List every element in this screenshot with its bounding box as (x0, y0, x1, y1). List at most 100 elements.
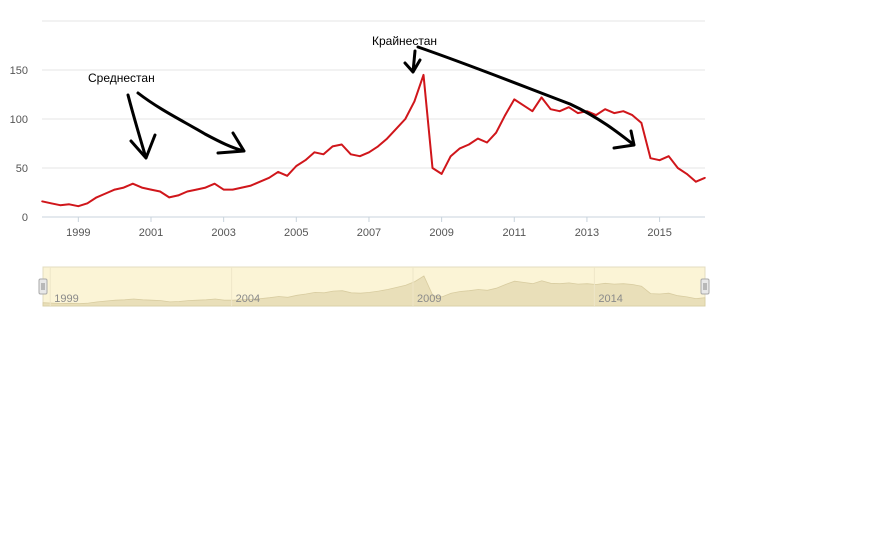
data-point (359, 155, 361, 157)
data-point (159, 190, 161, 193)
data-point (477, 137, 479, 140)
data-point (368, 151, 370, 154)
data-point (186, 190, 189, 193)
data-point (386, 137, 388, 140)
data-point (177, 194, 179, 197)
series-line (41, 73, 706, 208)
x-tick-label: 2003 (211, 227, 235, 239)
data-point (286, 175, 289, 177)
data-point (658, 159, 661, 161)
data-point (50, 202, 52, 205)
data-point (132, 182, 134, 185)
data-point (41, 200, 43, 203)
data-point (431, 167, 434, 169)
x-tick-label: 2007 (357, 227, 381, 239)
middle-label: Среднестан (88, 71, 155, 85)
data-point (340, 143, 343, 146)
data-point (449, 155, 452, 157)
data-point (595, 114, 597, 116)
y-tick-label: 50 (16, 163, 28, 175)
data-point (568, 106, 570, 108)
data-point (677, 167, 679, 169)
data-point (558, 110, 561, 112)
data-point (331, 145, 334, 148)
data-point (313, 151, 316, 154)
navigator-tick-label: 2009 (417, 293, 441, 305)
data-point (513, 98, 516, 101)
data-point (667, 155, 670, 157)
data-point (613, 112, 615, 114)
data-point (277, 171, 279, 173)
hand-drawn-arrow (416, 45, 636, 150)
data-point (495, 131, 497, 134)
data-point (231, 188, 234, 191)
data-point (622, 110, 625, 112)
data-point (468, 143, 470, 146)
navigator[interactable]: 1999 2004 2009 2014 (38, 266, 710, 307)
data-point (250, 184, 252, 187)
y-tick-label: 100 (10, 114, 28, 126)
data-point (395, 128, 398, 130)
x-tick-label: 2009 (429, 227, 453, 239)
data-point (695, 180, 697, 183)
y-tick-label: 150 (10, 65, 28, 77)
navigator-handle-right[interactable] (700, 278, 710, 295)
extreme-label: Крайнестан (372, 34, 437, 48)
data-point (640, 122, 643, 124)
data-point (95, 196, 98, 199)
navigator-handles[interactable] (38, 278, 710, 295)
data-point (122, 186, 125, 189)
data-point (377, 145, 379, 148)
data-point (413, 100, 416, 103)
navigator-handle-left[interactable] (38, 278, 48, 295)
hand-drawn-arrow (126, 93, 157, 160)
data-point (704, 177, 706, 179)
hand-drawn-arrow (136, 91, 246, 155)
x-tick-label: 2001 (139, 227, 163, 239)
data-point (195, 188, 198, 191)
data-point (168, 196, 170, 199)
data-point (577, 112, 579, 114)
data-point (86, 202, 89, 205)
data-point (422, 74, 425, 76)
navigator-x-axis: 1999 2004 2009 2014 (49, 267, 623, 306)
x-tick-label: 2013 (575, 227, 599, 239)
data-point (213, 182, 216, 185)
data-point (540, 96, 543, 99)
data-point (504, 114, 507, 116)
data-point (631, 114, 634, 116)
x-tick-label: 2005 (284, 227, 308, 239)
data-point (440, 173, 443, 175)
series-group (41, 73, 706, 208)
navigator-tick-label: 1999 (54, 293, 78, 305)
data-point (104, 192, 107, 195)
data-point (459, 147, 461, 150)
y-tick-label: 0 (22, 212, 28, 224)
x-tick-label: 1999 (66, 227, 90, 239)
x-tick-label: 2015 (647, 227, 671, 239)
data-point (404, 118, 407, 120)
data-point (68, 203, 70, 206)
data-point (549, 108, 552, 110)
data-point (241, 186, 243, 189)
navigator-tick-label: 2014 (598, 293, 622, 305)
data-point (304, 159, 307, 161)
data-point (59, 204, 61, 206)
data-point (604, 108, 606, 110)
navigator-tick-label: 2004 (236, 293, 260, 305)
y-axis: 0 50 100 150 (10, 65, 28, 224)
data-point (204, 186, 207, 189)
data-point (686, 173, 688, 175)
navigator-area-group (42, 275, 706, 307)
hand-drawn-arrows (126, 45, 636, 160)
data-point (141, 186, 143, 189)
data-point (268, 177, 270, 179)
data-point (295, 165, 298, 167)
data-point (150, 188, 152, 191)
navigator-area (42, 275, 706, 307)
data-point (486, 141, 488, 144)
data-point (222, 188, 225, 191)
data-point (522, 104, 525, 107)
data-point (77, 205, 80, 207)
